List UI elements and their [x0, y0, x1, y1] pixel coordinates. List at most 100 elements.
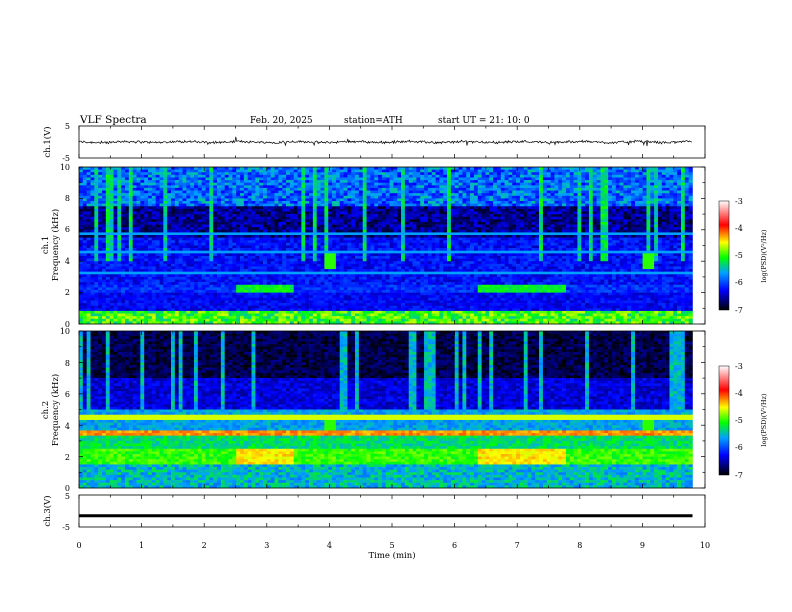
- spectrogram-cell: [209, 289, 214, 293]
- spectrogram-cell: [324, 219, 329, 223]
- spectrogram-cell: [286, 203, 291, 207]
- spectrogram-cell: [217, 297, 222, 301]
- spectrogram-cell: [320, 187, 325, 191]
- spectrogram-cell: [236, 198, 241, 202]
- spectrogram-cell: [332, 318, 337, 322]
- spectrogram-cell: [121, 182, 126, 186]
- spectrogram-cell: [301, 287, 306, 291]
- spectrogram-cell: [125, 321, 130, 325]
- spectrogram-cell: [312, 318, 318, 322]
- spectrogram-cell: [144, 193, 149, 197]
- spectrogram-cell: [224, 318, 229, 322]
- spectrogram-cell: [171, 250, 176, 254]
- spectrogram-cell: [263, 308, 268, 312]
- spectrogram-cell: [94, 297, 99, 301]
- spectrogram-cell: [358, 232, 364, 236]
- spectrogram-cell: [113, 316, 118, 320]
- spectrogram-cell: [140, 313, 145, 317]
- spectrogram-cell: [98, 300, 103, 304]
- spectrogram-cell: [301, 169, 306, 173]
- spectrogram-cell: [174, 284, 179, 288]
- spectrogram-cell: [378, 208, 383, 212]
- spectrogram-cell: [190, 255, 195, 259]
- spectrogram-cell: [167, 227, 172, 231]
- spectrogram-cell: [105, 174, 110, 178]
- spectrogram-cell: [320, 227, 325, 231]
- spectrogram-cell: [358, 206, 364, 210]
- spectrogram-cell: [251, 269, 256, 272]
- spectrogram-cell: [190, 232, 195, 236]
- spectrogram-cell: [355, 169, 360, 173]
- spectrogram-cell: [232, 216, 237, 220]
- spectrogram-cell: [128, 300, 133, 304]
- spectrogram-cell: [167, 214, 172, 218]
- spectrogram-cell: [343, 208, 348, 212]
- spectrogram-cell: [224, 248, 229, 252]
- spectrogram-cell: [362, 318, 367, 322]
- spectrogram-cell: [224, 261, 229, 265]
- spectrogram-cell: [209, 287, 214, 291]
- spectrogram-cell: [128, 232, 133, 236]
- spectrogram-cell: [102, 276, 107, 280]
- spectrogram-cell: [335, 203, 341, 207]
- spectrogram-cell: [228, 235, 233, 238]
- spectrogram-cell: [109, 292, 114, 296]
- spectrogram-cell: [209, 310, 214, 314]
- spectrogram-cell: [132, 177, 137, 181]
- spectrogram-cell: [393, 245, 398, 249]
- spectrogram-cell: [132, 308, 137, 312]
- spectrogram-cell: [381, 229, 387, 233]
- spectrogram-cell: [293, 174, 298, 178]
- spectrogram-cell: [270, 211, 275, 215]
- spectrogram-cell: [259, 195, 264, 199]
- spectrogram-cell: [148, 245, 153, 249]
- spectrogram-cell: [362, 266, 367, 270]
- spectrogram-cell: [309, 292, 314, 296]
- spectrogram-cell: [186, 250, 191, 254]
- spectrogram-cell: [148, 303, 153, 306]
- spectrogram-cell: [278, 201, 283, 204]
- spectrogram-cell: [343, 305, 348, 309]
- spectrogram-cell: [293, 216, 298, 220]
- spectrogram-cell: [293, 310, 298, 314]
- spectrogram-cell: [297, 295, 302, 299]
- spectrogram-cell: [378, 308, 383, 312]
- spectrogram-cell: [339, 169, 344, 173]
- spectrogram-cell: [148, 180, 153, 183]
- spectrogram-cell: [274, 214, 279, 218]
- spectrogram-cell: [366, 318, 371, 322]
- spectrogram-cell: [209, 193, 214, 197]
- spectrogram-cell: [190, 261, 195, 265]
- spectrogram-cell: [182, 316, 187, 320]
- spectrogram-cell: [389, 180, 394, 183]
- spectrogram-cell: [378, 195, 383, 199]
- spectrogram-cell: [351, 266, 356, 270]
- spectrogram-cell: [381, 182, 387, 186]
- spectrogram-cell: [289, 201, 295, 204]
- spectrogram-cell: [355, 297, 360, 301]
- spectrogram-cell: [82, 195, 87, 199]
- spectrogram-cell: [351, 214, 356, 218]
- spectrogram-cell: [98, 177, 103, 181]
- spectrogram-cell: [263, 284, 268, 288]
- spectrogram-cell: [159, 169, 164, 173]
- spectrogram-cell: [167, 269, 172, 272]
- spectrogram-cell: [209, 229, 214, 233]
- spectrogram-cell: [140, 263, 145, 267]
- spectrogram-cell: [136, 221, 141, 225]
- spectrogram-cell: [98, 261, 103, 265]
- spectrogram-cell: [209, 271, 214, 275]
- spectrogram-cell: [393, 195, 398, 199]
- spectrogram-cell: [328, 172, 333, 176]
- spectrogram-cell: [312, 203, 318, 207]
- spectrogram-cell: [228, 237, 233, 241]
- spectrogram-cell: [351, 240, 356, 244]
- spectrogram-cell: [228, 255, 233, 259]
- spectrogram-cell: [217, 242, 222, 246]
- spectrogram-cell: [98, 245, 103, 249]
- spectrogram-cell: [174, 182, 179, 186]
- spectrogram-cell: [243, 245, 248, 249]
- spectrogram-cell: [247, 229, 252, 233]
- spectrogram-cell: [105, 219, 110, 223]
- spectrogram-cell: [144, 224, 149, 228]
